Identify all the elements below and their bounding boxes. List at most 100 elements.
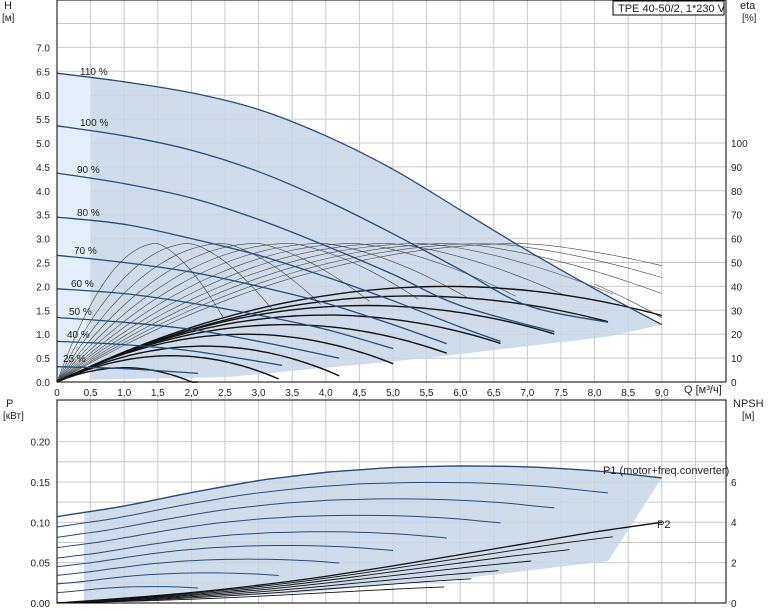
eta-tick-label: 90 [731,163,743,174]
eta-axis-unit: [%] [742,13,757,24]
speed-label-110pct: 110 % [80,67,108,78]
npsh-tick-label: 0 [731,599,737,610]
chart-title: TPE 40-50/2, 1*230 V [618,3,726,15]
power-range-fill [83,465,662,603]
p2-curve [56,578,472,604]
p1-curve [56,465,662,518]
efficiency-curve-thin [56,243,322,383]
head-chart: 110 % 100 % 90 % 80 % 70 % 60 % 50 % 40 % 25 % 0… [2,0,757,399]
speed-labels: 110 % 100 % 90 % 80 % 70 % 60 % 50 % 40 % 25 % [63,67,108,365]
q-tick-label: 3,0 [252,388,266,399]
p-tick-label: 0.00 [31,599,51,610]
p-tick-label: 0.15 [31,478,51,489]
p2-curve [56,570,499,604]
h-tick-label: 3.0 [36,235,50,246]
h-tick-label: 4.5 [36,163,50,174]
h-tick-label: 5.5 [36,115,50,126]
q-tick-label: 5,0 [386,388,400,399]
q-tick-label: 9,0 [655,388,669,399]
efficiency-curve-thin [56,243,662,383]
npsh-axis-unit: [м] [742,411,755,422]
head-curve-70pct [56,254,448,345]
npsh-tick-labels: 0 2 4 6 [731,478,737,610]
head-y-tick-labels: 0.0 0.5 1.0 1.5 2.0 2.5 3.0 3.5 4.0 4.5 5.0 5.5 6.0 6… [36,43,50,389]
p1-curve [56,498,555,538]
q-tick-label: 1,5 [151,388,165,399]
eta-tick-label: 0 [731,378,737,389]
q-tick-label: 7,5 [554,388,568,399]
h-tick-label: 4.0 [36,187,50,198]
h-tick-label: 6.0 [36,91,50,102]
q-tick-label: 8,5 [621,388,635,399]
q-tick-label: 2,5 [218,388,232,399]
speed-label-70pct: 70 % [74,246,97,257]
eta-tick-label: 10 [731,354,743,365]
head-curve-80pct [56,216,501,343]
eta-tick-label: 100 [731,139,748,150]
head-x-tick-labels: 0 0,5 1,0 1,5 2,0 2,5 3,0 3,5 4,0 4,5 5,0 5,5 6,0 6,5… [54,388,669,399]
efficiency-curve-thin [56,243,273,383]
eta-tick-label: 30 [731,306,743,317]
p1-curve [56,572,279,585]
head-curve-90pct [56,172,555,333]
h-tick-label: 7.0 [36,43,50,54]
q-tick-label: 2,0 [184,388,198,399]
eta-tick-label: 50 [731,259,743,270]
p-tick-label: 0.20 [31,438,51,449]
p2-curve [56,521,662,604]
p2-curve [56,536,613,604]
p-tick-label: 0.05 [31,559,51,570]
npsh-tick-label: 2 [731,559,737,570]
speed-label-60pct: 60 % [71,279,94,290]
power-chart: 0.00 0.05 0.10 0.15 0.20 0 2 4 6 P [кВт] NPSH [… [3,398,764,610]
h-tick-label: 1.0 [36,330,50,341]
head-plot-frame [56,0,727,383]
p-axis-label: P [6,398,13,410]
head-curve-50pct [56,316,340,359]
power-range-area [83,465,662,603]
head-curve-100pct [56,125,609,323]
h-axis-unit: [м] [2,13,15,24]
p1-curve [56,481,609,528]
eta-tick-labels: 0 10 20 30 40 50 60 70 80 90 100 [731,139,748,389]
p1-curve [56,544,394,568]
q-tick-label: 1,0 [117,388,131,399]
efficiency-curve-bold [56,345,340,383]
p1-curve [56,531,447,559]
p2-curve [56,586,445,604]
h-tick-label: 3.5 [36,211,50,222]
efficiency-curve-thin [56,243,516,383]
h-tick-label: 0.5 [36,354,50,365]
speed-label-50pct: 50 % [69,307,92,318]
p-tick-label: 0.10 [31,518,51,529]
efficiency-curve-thin [56,243,224,383]
head-curve-110pct [56,72,663,326]
p2-annotation: P2 [657,519,670,531]
npsh-tick-label: 4 [731,518,737,529]
p-axis-unit: [кВт] [3,411,24,422]
p2-curve [56,549,570,604]
head-curve-60pct [56,288,394,350]
efficiency-curve-thin [56,243,662,383]
efficiency-curve-thin [56,243,662,383]
h-tick-label: 0.0 [36,378,50,389]
q-tick-label: 6,5 [487,388,501,399]
power-plot-frame [56,399,727,604]
speed-label-100pct: 100 % [80,118,108,129]
q-tick-label: 0,5 [84,388,98,399]
q-tick-label: 0 [54,388,60,399]
title-box [612,0,725,16]
power-y-tick-labels: 0.00 0.05 0.10 0.15 0.20 [31,438,51,610]
eta-tick-label: 20 [731,330,743,341]
h-tick-label: 1.5 [36,306,50,317]
speed-label-40pct: 40 % [67,330,90,341]
q-tick-label: 5,5 [420,388,434,399]
eta-tick-label: 70 [731,211,743,222]
h-tick-label: 6.5 [36,67,50,78]
q-tick-label: 8,0 [588,388,602,399]
q-tick-label: 3,5 [285,388,299,399]
h-tick-label: 2.5 [36,259,50,270]
head-curve-25pct [56,366,199,375]
efficiency-curve-thin [56,243,565,383]
q-tick-label: 4,0 [319,388,333,399]
